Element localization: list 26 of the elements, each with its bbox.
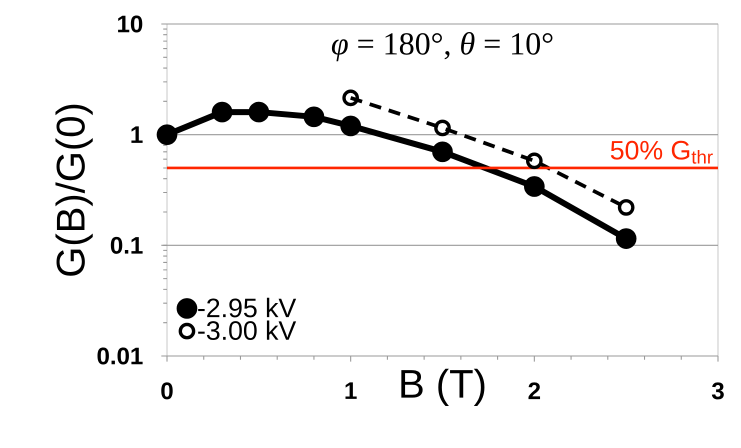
- x-axis-title: B (T): [401, 368, 484, 406]
- y-tick-label: 10: [118, 15, 142, 32]
- point: [212, 102, 232, 122]
- y-tick-label: 1: [131, 126, 143, 143]
- ref-line-label: 50% G$_{thr}$: [610, 140, 713, 164]
- annotation: φ = 180°, θ = 10°: [332, 32, 552, 62]
- point: [616, 228, 636, 249]
- point: [526, 152, 543, 170]
- point: [432, 141, 453, 162]
- y-tick-label: 0.1: [110, 236, 143, 254]
- x-tick-label: 3: [712, 382, 724, 400]
- point: [618, 199, 634, 216]
- point: [434, 120, 451, 136]
- x-tick-label: 2: [528, 382, 540, 400]
- point: [304, 106, 324, 128]
- point: [340, 116, 361, 136]
- point: [156, 124, 178, 145]
- legend-label: -2.95 kV: [198, 298, 296, 318]
- x-tick-label: 0: [161, 382, 173, 400]
- y-tick-label: 0.01: [98, 347, 143, 364]
- point: [524, 176, 545, 197]
- y-axis-title: G(B)/G(0): [55, 104, 93, 276]
- legend-label: -3.00 kV: [198, 320, 296, 340]
- x-tick-label: 1: [346, 382, 357, 399]
- point: [248, 102, 270, 122]
- point: [342, 90, 360, 106]
